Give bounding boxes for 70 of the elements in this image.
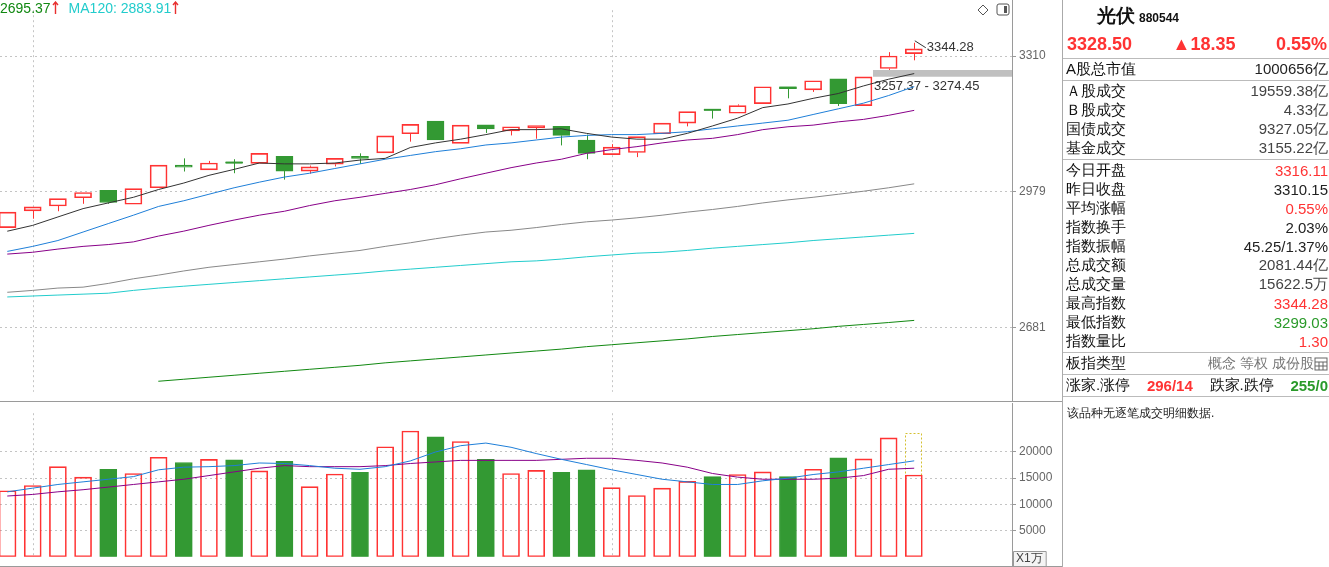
band-label: 3257.37 - 3274.45 (873, 78, 980, 94)
text: 15622.5万 (1258, 275, 1328, 292)
y-tick-label: 15000 (1019, 470, 1053, 485)
text: 880544 (1139, 11, 1180, 25)
text: 2.03% (1285, 219, 1328, 236)
text: 45.25/1.37% (1243, 238, 1328, 255)
text: MA120: 2883.91 (68, 0, 172, 16)
text: 3344.28 (926, 39, 974, 55)
candlestick (174, 157, 193, 173)
category-label: 基金成交 (1066, 139, 1126, 158)
bar (225, 459, 243, 557)
text: 9327.05亿 (1258, 120, 1328, 137)
text: 3310.15 (1273, 181, 1328, 198)
bar (99, 468, 118, 557)
text: 2695.37 (0, 0, 51, 16)
candlestick (477, 124, 495, 134)
category-label: 指数量比 (1066, 332, 1126, 351)
category-label: 涨家.涨停 (1066, 376, 1131, 395)
y-tick-label: 3310 (1019, 48, 1047, 63)
text: 概念 等权 成份股 (1208, 354, 1314, 371)
text: 255/0 (1290, 377, 1328, 394)
text: 0.55% (1285, 200, 1328, 217)
text: 3344.28 (1273, 295, 1328, 312)
y-tick-label: 20000 (1019, 444, 1053, 459)
bar (351, 472, 369, 557)
text: 3328.50 (1067, 34, 1133, 54)
text: ▲18.35 (1172, 34, 1236, 54)
bar (779, 476, 797, 557)
y-tick-label: 10000 (1019, 496, 1053, 511)
category-label: 总成交额 (1066, 256, 1126, 275)
text: 3155.22亿 (1258, 139, 1328, 156)
bar (275, 461, 294, 557)
text: 0.55% (1275, 34, 1327, 54)
bar (426, 436, 445, 557)
text: 1000656亿 (1254, 60, 1328, 77)
bar (552, 472, 571, 557)
text: 2081.44亿 (1258, 256, 1328, 273)
category-label: 国债成交 (1066, 120, 1126, 139)
y-tick-label: 2979 (1019, 183, 1047, 198)
y-tick-label: 2681 (1019, 319, 1047, 334)
category-label: 总成交量 (1066, 275, 1126, 294)
text: 4.33亿 (1283, 101, 1328, 118)
category-label: Ｂ股成交 (1066, 101, 1126, 120)
bar (477, 458, 495, 557)
category-label: 昨日收盘 (1066, 180, 1126, 199)
category-label: 指数换手 (1066, 218, 1126, 237)
bar (703, 476, 722, 557)
candlestick (829, 78, 848, 107)
category-label: 板指类型 (1066, 354, 1126, 373)
category-label: 跌家.跌停 (1209, 376, 1274, 395)
text: 3316.11 (1274, 162, 1328, 179)
category-label: Ａ股成交 (1066, 82, 1126, 101)
bar (577, 469, 596, 557)
bar (829, 457, 848, 557)
y-axis-title: X1万 (1016, 551, 1043, 566)
category-label: 今日开盘 (1066, 161, 1126, 180)
text: 1.30 (1298, 333, 1328, 350)
category-label: 最低指数 (1066, 313, 1126, 332)
text: 光伏 (1097, 5, 1135, 26)
text: 19559.38亿 (1250, 82, 1328, 99)
bar (905, 433, 922, 476)
text: 3299.03 (1273, 314, 1328, 331)
category-label: 最高指数 (1066, 294, 1126, 313)
category-label: 平均涨幅 (1066, 199, 1126, 218)
text: 296/14 (1146, 377, 1193, 394)
text: 该品种无逐笔成交明细数据. (1063, 396, 1329, 430)
y-tick-label: 5000 (1019, 522, 1047, 537)
category-label: A股总市值 (1066, 60, 1137, 79)
category-label: 指数振幅 (1066, 237, 1126, 256)
bar (174, 462, 193, 557)
